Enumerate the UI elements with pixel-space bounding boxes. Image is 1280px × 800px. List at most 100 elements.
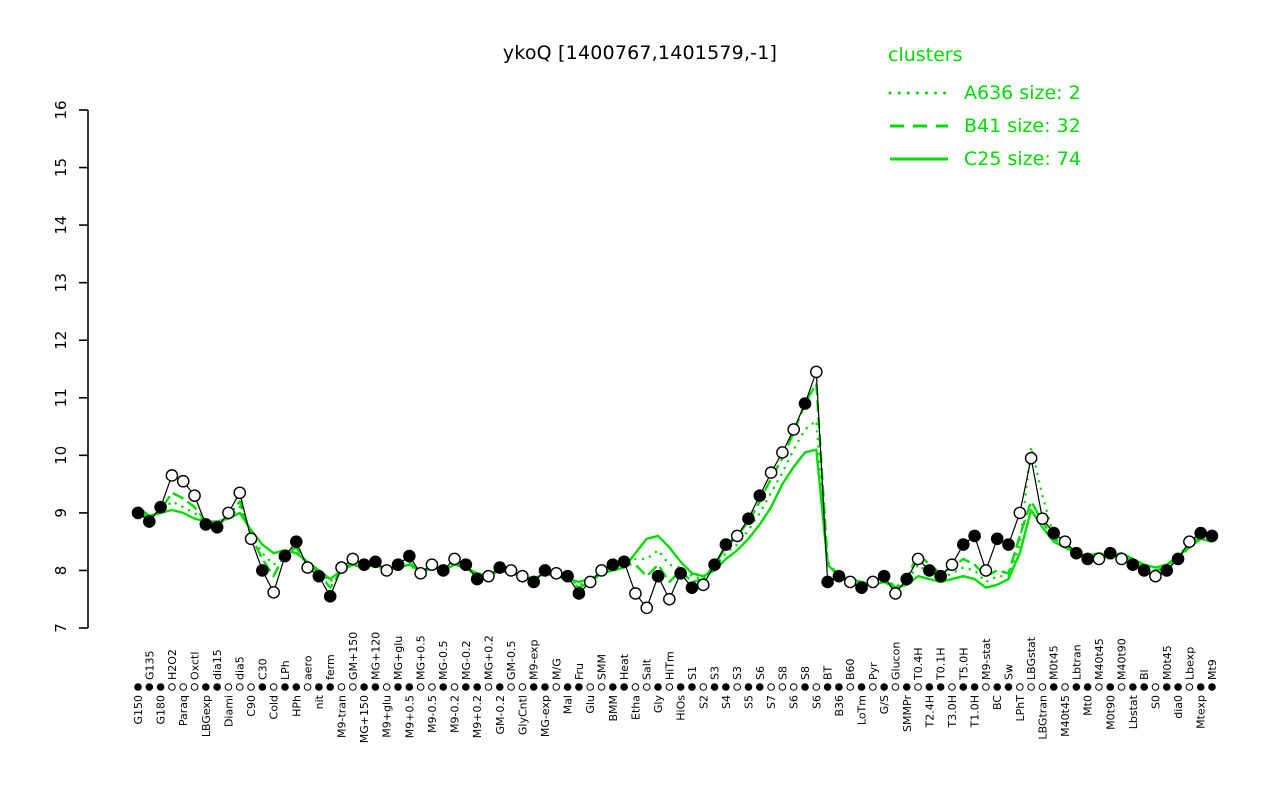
condition-marker-dot <box>846 683 855 691</box>
data-point <box>866 575 880 589</box>
data-point <box>1092 552 1106 566</box>
data-point <box>923 564 936 577</box>
x-tick-label: M9+glu <box>381 695 394 738</box>
condition-marker-dot <box>416 683 425 691</box>
data-point <box>877 569 891 583</box>
condition-marker-dot <box>552 683 561 691</box>
condition-marker-dot <box>676 683 685 691</box>
x-tick-label: M40t90 <box>1116 638 1129 680</box>
data-point <box>335 561 348 574</box>
condition-marker-dot <box>247 683 255 691</box>
data-point <box>278 549 292 563</box>
condition-marker-dot <box>326 683 334 691</box>
data-point <box>843 575 857 589</box>
x-tick-label: dia0 <box>1172 695 1185 719</box>
data-point <box>945 558 959 571</box>
y-tick-label: 13 <box>52 273 70 292</box>
condition-marker-dot <box>1049 683 1058 691</box>
x-tick-label: dia5 <box>234 656 247 680</box>
x-tick-label: S2 <box>697 695 710 709</box>
condition-marker-dot <box>1174 683 1182 691</box>
data-point <box>233 486 247 500</box>
condition-marker-dot <box>360 683 368 691</box>
condition-marker-dot <box>473 683 481 691</box>
condition-marker-dot <box>258 683 267 691</box>
data-point <box>1002 538 1015 551</box>
y-tick-label: 15 <box>52 158 70 177</box>
x-tick-label: SMM <box>596 654 609 680</box>
data-point <box>900 572 914 586</box>
x-tick-label: M40t45 <box>1093 638 1106 680</box>
legend-item-label: B41 size: 32 <box>964 114 1081 137</box>
data-point <box>1137 564 1151 577</box>
data-point <box>595 564 608 577</box>
x-tick-label: M0t90 <box>1104 695 1117 730</box>
x-tick-label: Heat <box>618 653 631 680</box>
condition-marker-dot <box>156 683 165 691</box>
legend-item-a636: A636 size: 2 <box>888 76 1081 109</box>
condition-marker-dot <box>789 683 798 691</box>
x-tick-label: LoTm <box>856 695 869 725</box>
data-point <box>504 564 518 577</box>
x-tick-label: G/S <box>878 695 891 714</box>
data-point <box>403 549 416 563</box>
condition-marker-dot <box>620 683 628 691</box>
x-tick-label: Etha <box>629 695 642 720</box>
condition-marker-dot <box>315 683 323 691</box>
data-point <box>572 587 586 600</box>
y-tick-label: 7 <box>52 623 70 633</box>
x-tick-label: HiTm <box>663 651 676 680</box>
condition-marker-dot <box>382 683 391 691</box>
x-tick-label: MG+0.2 <box>482 635 495 680</box>
dotted-line-swatch <box>888 91 950 94</box>
x-tick-label: MG+150 <box>358 695 371 743</box>
condition-marker-dot <box>529 683 538 691</box>
data-point <box>990 532 1004 546</box>
data-point <box>889 587 902 600</box>
x-tick-label: T0.1H <box>935 648 948 681</box>
condition-marker-dot <box>1061 683 1069 691</box>
data-point <box>357 558 371 571</box>
condition-marker-dot <box>134 683 142 691</box>
data-point <box>301 561 314 574</box>
condition-marker-dot <box>586 683 595 691</box>
condition-marker-dot <box>880 683 888 691</box>
data-point <box>289 535 303 548</box>
condition-marker-dot <box>1072 683 1081 691</box>
condition-marker-dot <box>755 683 764 691</box>
data-point <box>1036 512 1049 525</box>
condition-marker-dot <box>1095 683 1103 691</box>
condition-marker-dot <box>462 683 470 691</box>
data-point <box>730 529 744 543</box>
data-point <box>1183 535 1196 548</box>
x-tick-label: B36 <box>833 695 846 717</box>
data-point <box>934 569 947 583</box>
y-tick-label: 12 <box>52 331 70 350</box>
condition-marker-dot <box>631 683 640 691</box>
x-tick-label: Lbexp <box>1183 647 1196 680</box>
plot-title: ykoQ [1400767,1401579,-1] <box>502 42 778 64</box>
condition-marker-dot <box>303 683 312 691</box>
x-tick-label: GM-0.2 <box>494 695 507 734</box>
data-point <box>764 466 778 479</box>
x-tick-label: S0 <box>1149 695 1162 709</box>
x-tick-label: nit <box>313 694 326 709</box>
x-tick-label: S6 <box>754 666 767 680</box>
x-tick-label: M0t45 <box>1048 645 1061 680</box>
legend-item-label: A636 size: 2 <box>964 81 1081 104</box>
condition-marker-dot <box>292 683 301 691</box>
dashed-line-swatch <box>890 124 948 127</box>
data-point <box>810 365 823 379</box>
condition-marker-dot <box>507 683 515 691</box>
x-tick-label: LBGexp <box>200 695 213 737</box>
condition-marker-dot <box>1004 683 1013 691</box>
x-tick-label: Glucon <box>889 642 902 680</box>
data-point <box>1058 535 1072 548</box>
data-point <box>1070 546 1083 560</box>
data-point <box>199 518 213 531</box>
x-tick-label: S5 <box>742 695 755 709</box>
data-point <box>436 564 450 577</box>
data-point <box>956 538 970 551</box>
x-tick-label: LBGstat <box>1025 636 1038 680</box>
